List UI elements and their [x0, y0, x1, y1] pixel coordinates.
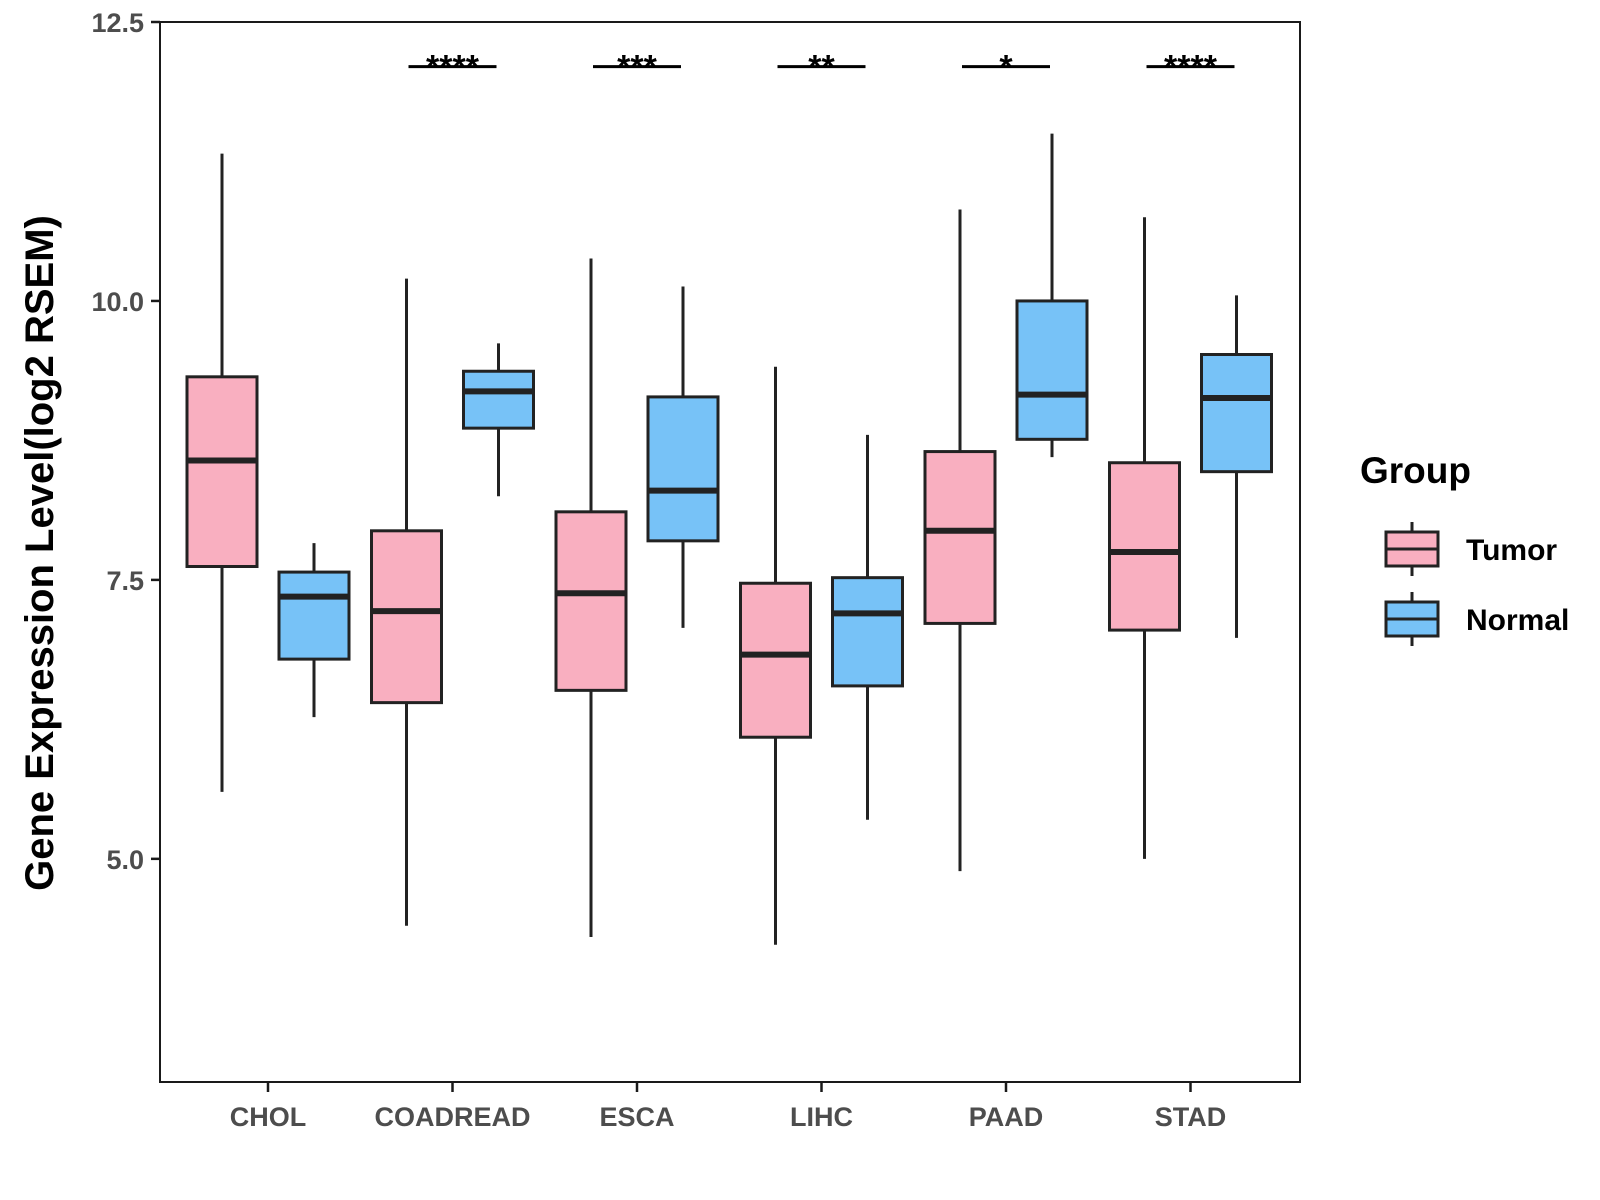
- significance-paad: *: [962, 49, 1050, 87]
- box-body: [185, 375, 259, 569]
- box-body: [1200, 353, 1273, 474]
- box-tumor-esca: [554, 258, 628, 937]
- x-tick-label: STAD: [1155, 1102, 1227, 1132]
- box-tumor-chol: [185, 153, 259, 792]
- box-normal-lihc: [831, 434, 904, 820]
- plot-panel-border: [159, 21, 1301, 1083]
- significance-coadread: ****: [408, 49, 497, 87]
- box-tumor-coadread: [370, 278, 443, 926]
- x-tick-label: LIHC: [790, 1102, 853, 1132]
- plot-area: 5.0 7.5 10.0 12.5 CHOL COADREAD ESCA LIHC PAAD ST…: [91, 8, 1301, 1132]
- box-tumor-paad: [923, 209, 997, 872]
- y-tick-label: 12.5: [91, 8, 144, 38]
- box-normal-coadread: [462, 343, 535, 497]
- box-normal-chol: [277, 543, 351, 718]
- box-body: [923, 450, 997, 625]
- box-body: [739, 581, 812, 739]
- box-normal-paad: [1015, 133, 1089, 458]
- significance-label: *: [999, 49, 1013, 87]
- box-body: [370, 529, 443, 705]
- x-tick-label: ESCA: [599, 1102, 674, 1132]
- x-tick-label: COADREAD: [374, 1102, 530, 1132]
- significance-label: **: [808, 49, 835, 87]
- y-axis-title: Gene Expression Level(log2 RSEM): [18, 215, 62, 891]
- legend-label: Tumor: [1466, 534, 1557, 567]
- box-body: [646, 395, 720, 543]
- box-body: [554, 510, 628, 692]
- legend-label: Normal: [1466, 604, 1569, 637]
- x-tick-label: CHOL: [230, 1102, 307, 1132]
- box-tumor-lihc: [739, 366, 812, 945]
- box-normal-esca: [646, 286, 720, 628]
- x-tick-label: PAAD: [969, 1102, 1044, 1132]
- y-tick-label: 5.0: [106, 845, 144, 875]
- significance-label: ***: [617, 49, 657, 87]
- legend-item-normal: Normal: [1384, 592, 1569, 646]
- box-body: [831, 576, 904, 688]
- box-tumor-stad: [1108, 217, 1181, 859]
- box-body: [1108, 461, 1181, 632]
- box-body: [462, 369, 535, 430]
- legend-item-tumor: Tumor: [1384, 522, 1557, 576]
- y-tick-label: 7.5: [106, 566, 144, 596]
- significance-label: ****: [1164, 49, 1218, 87]
- box-body: [277, 570, 351, 661]
- significance-esca: ***: [593, 49, 681, 87]
- y-tick-label: 10.0: [91, 287, 144, 317]
- box-body: [1015, 299, 1089, 441]
- significance-label: ****: [426, 49, 480, 87]
- box-normal-stad: [1200, 295, 1273, 638]
- significance-lihc: **: [777, 49, 866, 87]
- significance-stad: ****: [1146, 49, 1235, 87]
- legend: Group Tumor Normal: [1360, 450, 1569, 646]
- legend-title: Group: [1360, 450, 1471, 491]
